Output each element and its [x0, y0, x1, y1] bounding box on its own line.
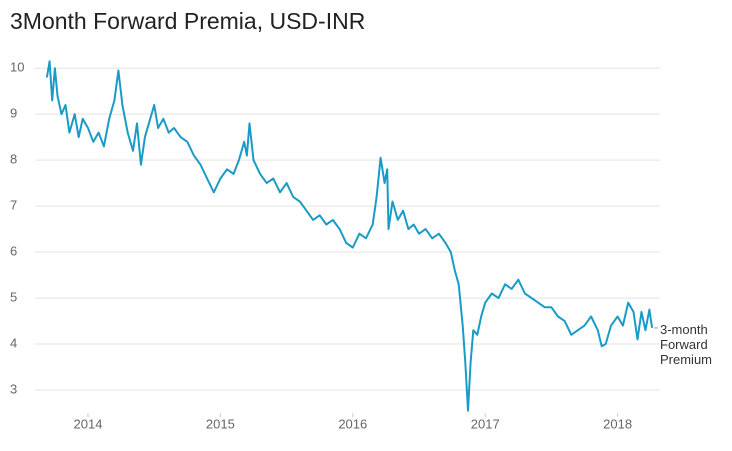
y-tick-label: 9 — [10, 106, 17, 121]
chart-title: 3Month Forward Premia, USD-INR — [10, 8, 366, 34]
y-tick-label: 4 — [10, 335, 17, 350]
x-tick-label: 2018 — [603, 416, 632, 431]
x-tick-label: 2017 — [471, 416, 500, 431]
y-tick-label: 6 — [10, 244, 17, 259]
series-label: 3-month Forward Premium — [660, 322, 713, 367]
x-tick-label: 2015 — [206, 416, 235, 431]
y-tick-label: 7 — [10, 198, 17, 213]
y-tick-label: 8 — [10, 152, 17, 167]
y-tick-label: 10 — [10, 60, 24, 75]
x-tick-label: 2014 — [74, 416, 103, 431]
y-tick-label: 5 — [10, 290, 17, 305]
y-tick-label: 3 — [10, 381, 17, 396]
series-line — [45, 60, 654, 412]
x-tick-label: 2016 — [338, 416, 367, 431]
